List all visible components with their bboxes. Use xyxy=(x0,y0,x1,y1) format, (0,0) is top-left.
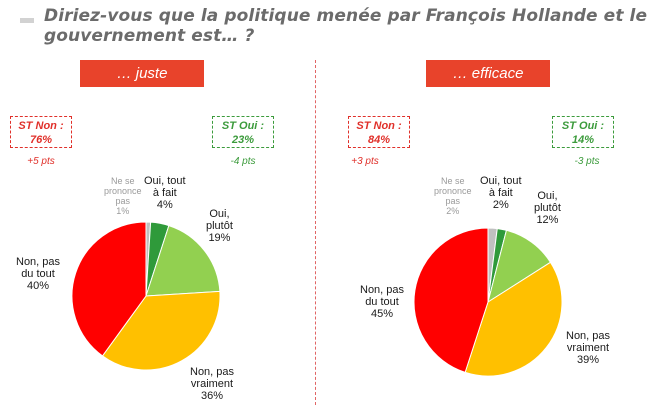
slice-value: 4% xyxy=(156,199,173,211)
slice-value: 12% xyxy=(536,214,559,226)
slice-oui-plutot xyxy=(145,224,221,297)
slice-label-line: du tout xyxy=(365,296,399,308)
slice-value: 39% xyxy=(577,354,600,366)
slice-label-line: plutôt xyxy=(534,202,561,214)
st-non-delta: +5 pts xyxy=(27,156,55,167)
st-non-delta: +3 pts xyxy=(351,156,379,167)
slice-label-line: plutôt xyxy=(206,220,233,232)
slice-label-line: pas xyxy=(445,196,461,206)
slice-label-line: vraiment xyxy=(190,378,234,390)
slice-non-pas-vraiment xyxy=(464,261,563,377)
st-oui-label: ST Oui : xyxy=(561,120,605,132)
st-non-box: ST Non : 76% xyxy=(10,116,72,148)
st-non-value: 76% xyxy=(29,134,53,146)
page-title: Diriez-vous que la politique menée par F… xyxy=(44,6,648,46)
st-non-label: ST Non : xyxy=(18,120,64,132)
slice-label-oui-plutot: Oui, plutôt 12% xyxy=(534,190,561,226)
chart-banner: … efficace xyxy=(426,60,550,87)
slice-value: 36% xyxy=(201,390,224,402)
slice-label-line: Non, pas xyxy=(16,256,61,268)
slice-label-oui-tout-a-fait: Oui, tout à fait 2% xyxy=(480,175,522,211)
panel-divider xyxy=(315,60,316,405)
slice-label-line: Oui, tout xyxy=(144,175,186,187)
st-oui-delta: -3 pts xyxy=(574,156,600,167)
slice-value: 45% xyxy=(371,308,394,320)
st-non-box: ST Non : 84% xyxy=(348,116,410,148)
st-oui-value: 14% xyxy=(571,134,595,146)
slice-non-pas-du-tout xyxy=(413,227,489,374)
slice-label-oui-plutot: Oui, plutôt 19% xyxy=(206,208,233,244)
slice-label-line: Ne se xyxy=(441,176,465,186)
pie-chart xyxy=(71,221,221,371)
slice-label-nsp: Ne se prononce pas 2% xyxy=(434,176,472,216)
slice-label-oui-tout-a-fait: Oui, tout à fait 4% xyxy=(144,175,186,211)
slice-value: 2% xyxy=(492,199,509,211)
slice-value: 2% xyxy=(446,206,460,216)
slice-label-line: pas xyxy=(115,196,131,206)
st-oui-delta: -4 pts xyxy=(230,156,256,167)
slice-label-line: Non, pas xyxy=(190,366,235,378)
slice-non-pas-vraiment xyxy=(101,290,221,371)
slice-label-line: Oui, tout xyxy=(480,175,522,187)
slice-label-non-pas-vraiment: Non, pas vraiment 39% xyxy=(566,330,610,366)
slice-label-line: prononce xyxy=(434,186,472,196)
slice-value: 19% xyxy=(208,232,231,244)
slice-non-pas-du-tout xyxy=(71,221,147,357)
pie-chart xyxy=(413,227,563,377)
slice-label-line: à fait xyxy=(488,187,513,199)
st-oui-box: ST Oui : 14% xyxy=(552,116,614,148)
chart-banner: … juste xyxy=(80,60,204,87)
slice-label-nsp: Ne se prononce pas 1% xyxy=(104,176,142,216)
slice-label-line: Oui, xyxy=(537,190,558,202)
slice-label-line: prononce xyxy=(104,186,142,196)
slice-label-line: vraiment xyxy=(566,342,610,354)
slice-label-line: à fait xyxy=(152,187,177,199)
slice-label-non-pas-du-tout: Non, pas du tout 45% xyxy=(360,284,404,320)
slice-label-non-pas-du-tout: Non, pas du tout 40% xyxy=(16,256,60,292)
slice-value: 40% xyxy=(27,280,50,292)
chart-panel-efficace: … efficace ST Non : 84% +3 pts ST Oui : … xyxy=(330,0,660,405)
st-oui-value: 23% xyxy=(231,134,255,146)
st-oui-box: ST Oui : 23% xyxy=(212,116,274,148)
slice-label-line: Ne se xyxy=(111,176,135,186)
title-marker xyxy=(20,18,34,23)
slice-label-line: Oui, xyxy=(209,208,230,220)
slice-label-non-pas-vraiment: Non, pas vraiment 36% xyxy=(190,366,234,402)
st-non-value: 84% xyxy=(367,134,391,146)
st-oui-label: ST Oui : xyxy=(221,120,265,132)
chart-panel-juste: … juste ST Non : 76% +5 pts ST Oui : 23%… xyxy=(10,60,274,402)
slice-label-line: du tout xyxy=(21,268,55,280)
st-non-label: ST Non : xyxy=(356,120,402,132)
slice-label-line: Non, pas xyxy=(566,330,611,342)
slice-value: 1% xyxy=(116,206,130,216)
slice-label-line: Non, pas xyxy=(360,284,405,296)
